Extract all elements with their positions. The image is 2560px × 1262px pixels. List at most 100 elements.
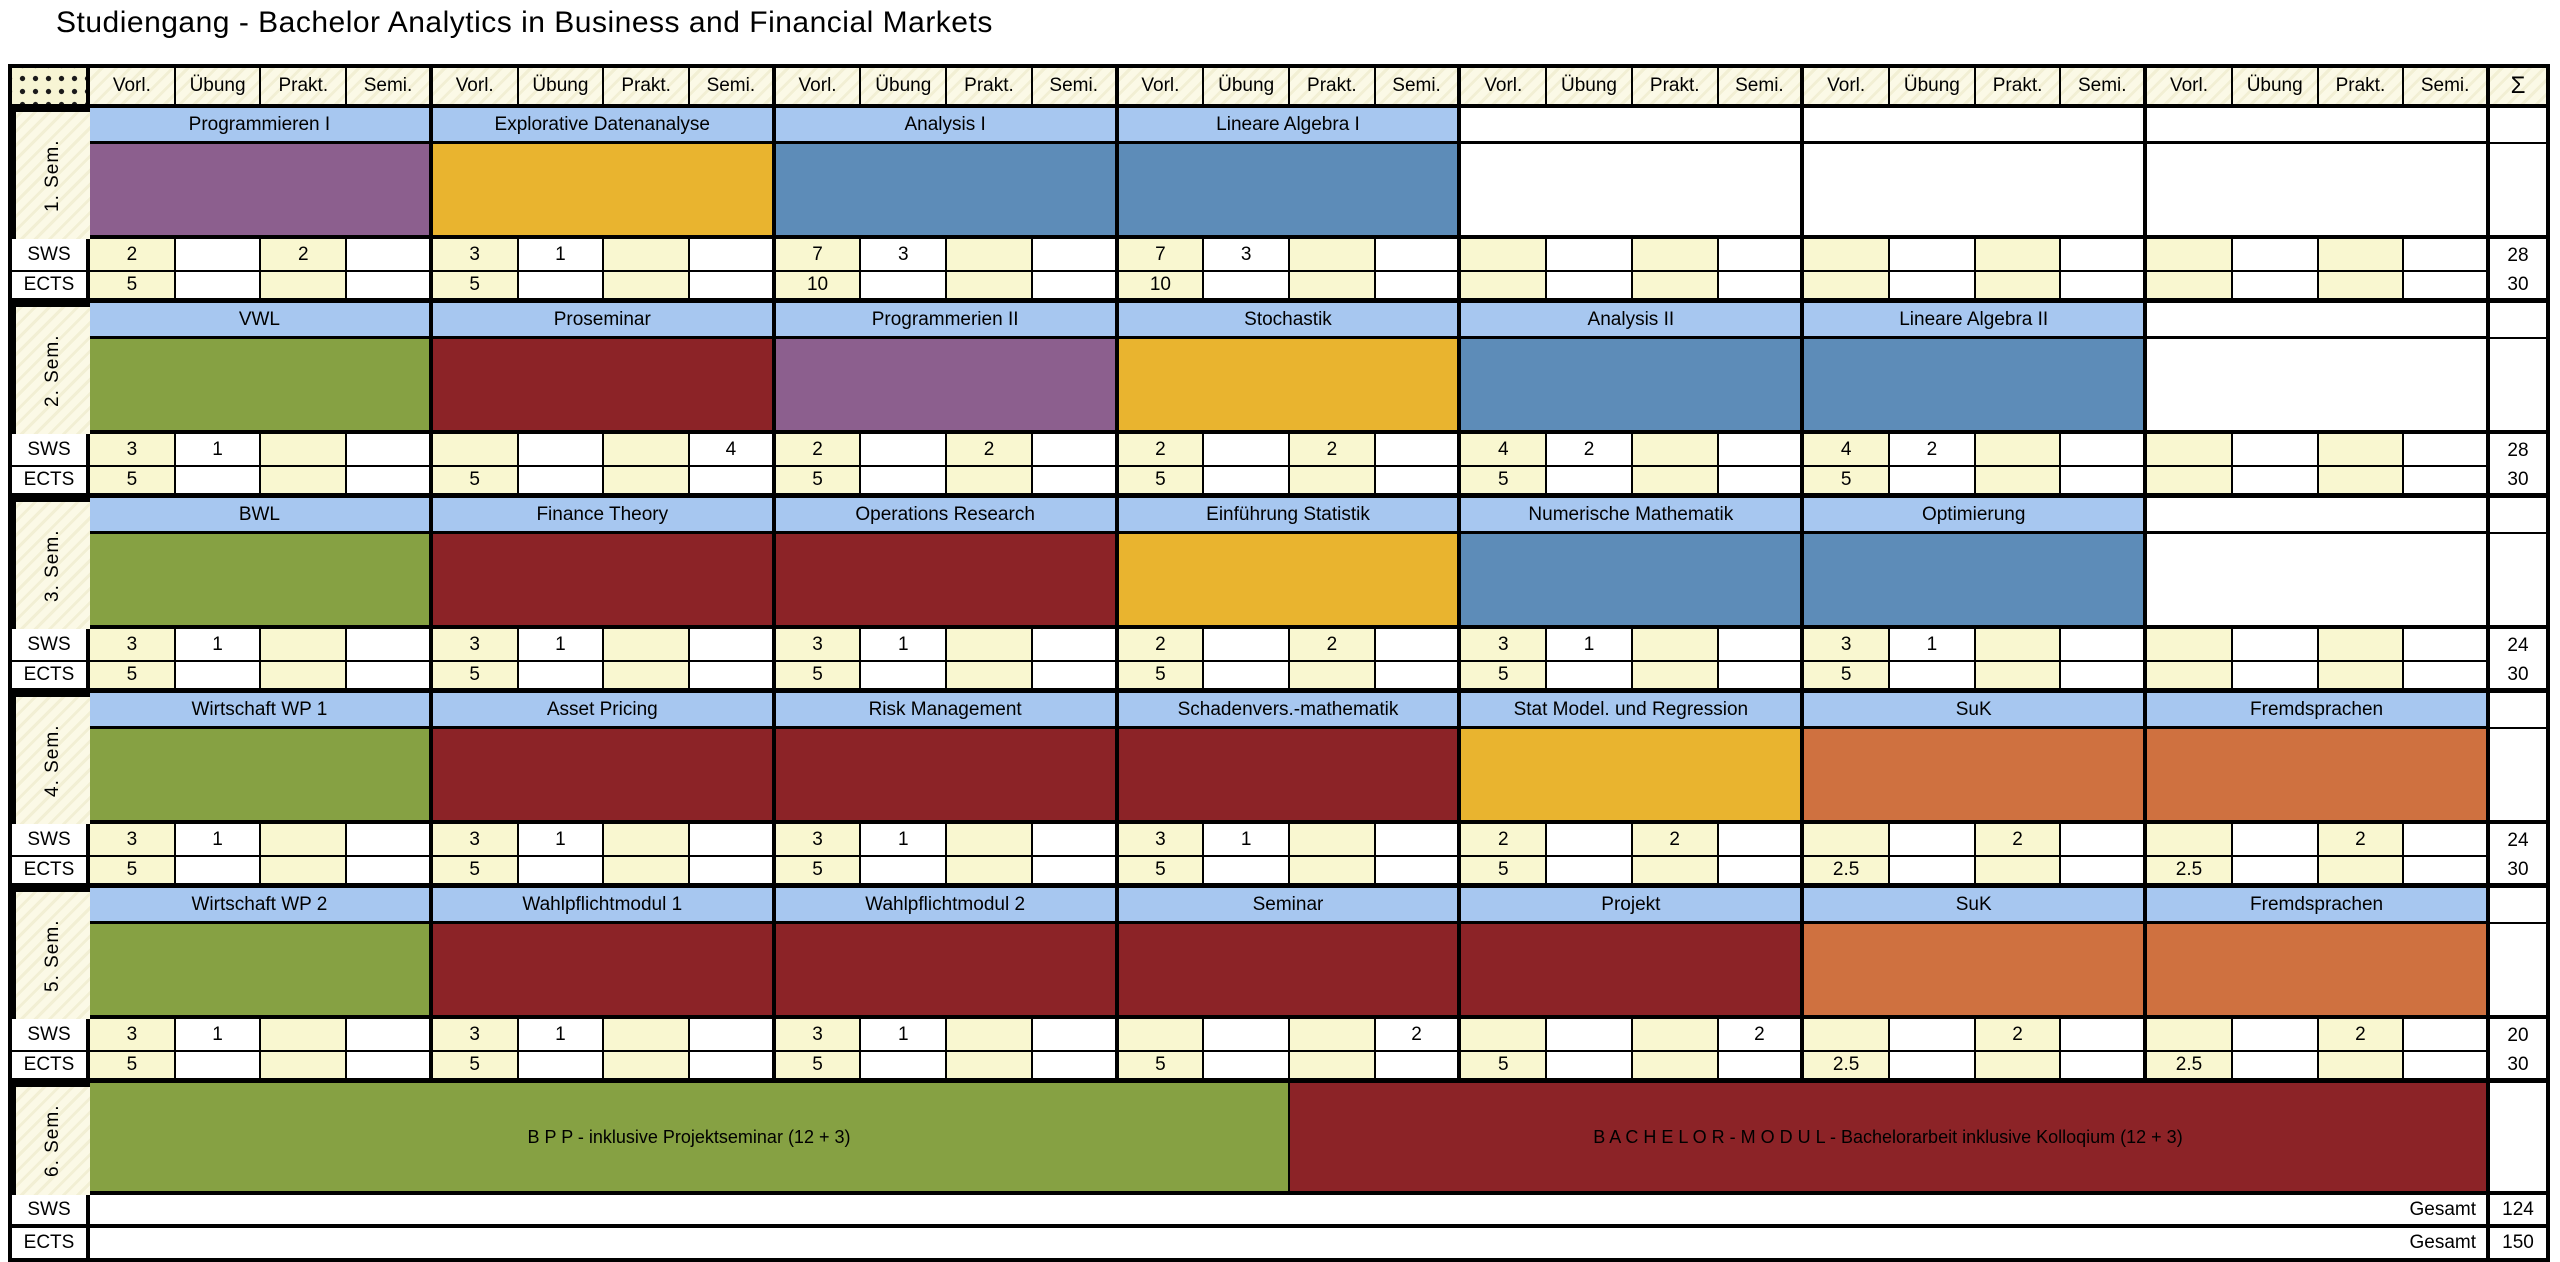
sws-cell: 3 bbox=[1461, 629, 1548, 662]
course-band bbox=[90, 339, 433, 434]
ects-cell bbox=[347, 272, 433, 303]
column-type-header: Vorl. bbox=[90, 68, 176, 108]
course-band bbox=[1804, 144, 2148, 239]
ects-cell: 5 bbox=[90, 1052, 176, 1083]
ects-cell bbox=[1975, 662, 2062, 693]
sws-cell bbox=[947, 239, 1033, 272]
column-type-header: Semi. bbox=[1375, 68, 1462, 108]
ects-cell bbox=[2147, 467, 2233, 498]
sws-cell bbox=[432, 434, 519, 467]
ects-cell bbox=[261, 272, 348, 303]
ects-cell bbox=[518, 272, 605, 303]
sws-cell: 1 bbox=[175, 434, 262, 467]
ects-cell: 5 bbox=[432, 662, 519, 693]
ects-cell bbox=[861, 467, 948, 498]
ects-cell: 5 bbox=[775, 1052, 862, 1083]
sws-cell bbox=[2404, 1019, 2490, 1052]
course-band bbox=[1461, 729, 1805, 824]
sws-cell: 2 bbox=[1118, 434, 1205, 467]
sws-cell bbox=[261, 1019, 348, 1052]
sws-cell bbox=[1890, 824, 1976, 857]
course-band bbox=[90, 144, 433, 239]
sws-cell: 1 bbox=[518, 1019, 605, 1052]
sws-cell bbox=[604, 434, 690, 467]
sws-cell bbox=[2147, 434, 2233, 467]
ects-cell bbox=[1547, 662, 1633, 693]
sws-cell bbox=[690, 239, 776, 272]
sws-cell bbox=[2232, 629, 2319, 662]
sws-cell bbox=[2404, 434, 2490, 467]
ects-cell: 5 bbox=[1804, 662, 1890, 693]
ects-cell bbox=[1718, 857, 1805, 888]
sws-cell bbox=[2232, 434, 2319, 467]
ects-row-label: ECTS bbox=[12, 272, 90, 303]
ects-cell bbox=[1804, 272, 1890, 303]
ects-cell: 5 bbox=[775, 662, 862, 693]
column-type-header: Vorl. bbox=[1118, 68, 1205, 108]
ects-cell bbox=[2404, 272, 2490, 303]
sws-cell: 7 bbox=[1118, 239, 1205, 272]
ects-cell bbox=[2232, 272, 2319, 303]
sws-cell bbox=[1975, 239, 2062, 272]
course-header bbox=[1461, 108, 1805, 144]
sum-ects-total: 30 bbox=[2490, 857, 2546, 888]
ects-cell bbox=[947, 1052, 1033, 1083]
page-title: Studiengang - Bachelor Analytics in Busi… bbox=[56, 6, 993, 39]
course-band bbox=[1118, 534, 1462, 629]
course-band bbox=[1118, 729, 1462, 824]
ects-cell bbox=[1204, 662, 1290, 693]
course-header: Lineare Algebra I bbox=[1118, 108, 1462, 144]
ects-cell bbox=[1204, 857, 1290, 888]
sws-cell bbox=[2404, 239, 2490, 272]
ects-cell bbox=[1375, 1052, 1462, 1083]
ects-row-label: ECTS bbox=[12, 1052, 90, 1083]
ects-cell bbox=[1547, 272, 1633, 303]
sum-sws-total: 24 bbox=[2490, 629, 2546, 662]
sws-cell bbox=[1632, 1019, 1719, 1052]
ects-cell: 5 bbox=[1118, 662, 1205, 693]
ects-cell bbox=[1375, 662, 1462, 693]
sum-spacer bbox=[2490, 924, 2546, 1019]
sws-cell bbox=[1204, 434, 1290, 467]
course-band bbox=[2147, 534, 2490, 629]
ects-cell bbox=[175, 857, 262, 888]
sws-cell bbox=[347, 1019, 433, 1052]
ects-cell bbox=[2232, 857, 2319, 888]
course-band bbox=[2147, 339, 2490, 434]
course-header: Proseminar bbox=[432, 303, 776, 339]
sws-cell: 2 bbox=[2318, 824, 2405, 857]
course-band bbox=[1118, 924, 1462, 1019]
ects-cell: 5 bbox=[1461, 662, 1548, 693]
column-type-header: Vorl. bbox=[2147, 68, 2233, 108]
ects-cell: 10 bbox=[775, 272, 862, 303]
ects-cell bbox=[1290, 1052, 1376, 1083]
sum-sws-total: 28 bbox=[2490, 239, 2546, 272]
sws-cell bbox=[2147, 239, 2233, 272]
semester-label: 4. Sem. bbox=[12, 693, 90, 824]
sws-cell: 1 bbox=[1547, 629, 1633, 662]
ects-cell bbox=[347, 467, 433, 498]
sws-cell: 1 bbox=[861, 629, 948, 662]
sum-sws-total: 28 bbox=[2490, 434, 2546, 467]
ects-cell: 5 bbox=[90, 857, 176, 888]
sws-cell bbox=[1290, 239, 1376, 272]
column-type-header: Vorl. bbox=[1461, 68, 1548, 108]
ects-cell bbox=[1975, 272, 2062, 303]
ects-cell bbox=[1032, 1052, 1119, 1083]
sws-cell: 2 bbox=[2318, 1019, 2405, 1052]
course-band bbox=[775, 534, 1119, 629]
sws-cell bbox=[2318, 629, 2405, 662]
course-band bbox=[432, 144, 776, 239]
course-header: Wahlpflichtmodul 2 bbox=[775, 888, 1119, 924]
ects-cell bbox=[861, 272, 948, 303]
ects-cell bbox=[1632, 1052, 1719, 1083]
ects-cell bbox=[1204, 467, 1290, 498]
sws-cell: 2 bbox=[775, 434, 862, 467]
sws-cell: 3 bbox=[432, 1019, 519, 1052]
sws-cell bbox=[1632, 629, 1719, 662]
ects-cell: 5 bbox=[432, 467, 519, 498]
ects-cell: 5 bbox=[1118, 467, 1205, 498]
sws-cell: 1 bbox=[861, 824, 948, 857]
ects-cell bbox=[1890, 272, 1976, 303]
sum-spacer bbox=[2490, 144, 2546, 239]
